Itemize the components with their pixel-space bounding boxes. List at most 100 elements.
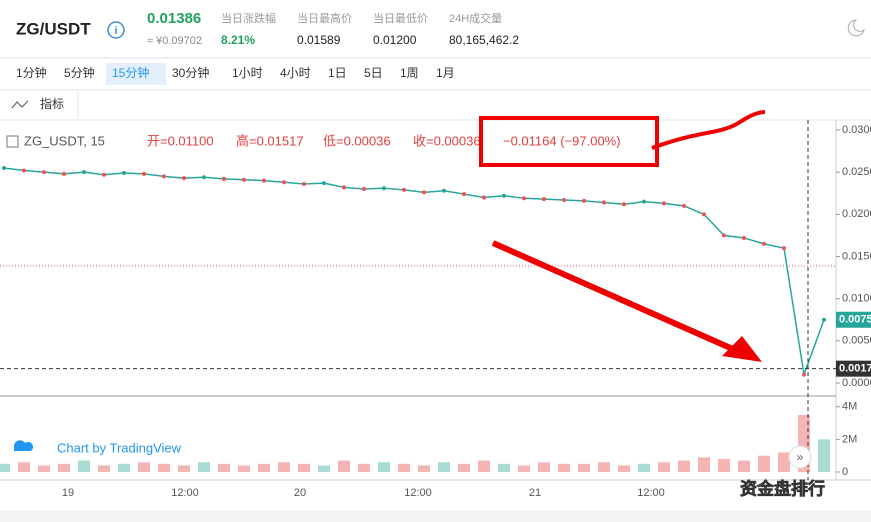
stat-label: 当日涨跌幅 (221, 11, 276, 25)
price-point (42, 170, 46, 175)
volume-bar (638, 463, 650, 472)
info-icon[interactable] (107, 21, 125, 39)
interval-button[interactable]: 1周 (400, 66, 419, 80)
volume-bar (138, 462, 150, 472)
volume-bar (738, 460, 750, 472)
interval-button[interactable]: 15分钟 (112, 65, 149, 80)
price-point (162, 174, 166, 179)
volume-bar (58, 463, 70, 472)
price-point (782, 246, 786, 251)
volume-bar (618, 465, 630, 472)
volume-bar (498, 463, 510, 472)
interval-button[interactable]: 5日 (364, 66, 383, 80)
interval-button[interactable]: 1月 (436, 66, 455, 80)
price-point (642, 199, 646, 204)
interval-button[interactable]: 4小时 (280, 66, 311, 80)
price-point (322, 181, 326, 186)
indicator-button[interactable]: 指标 (40, 96, 64, 111)
volume-bar (158, 463, 170, 472)
price-point (122, 171, 126, 176)
x-tick-label: 12:00 (404, 487, 432, 499)
interval-button[interactable]: 1日 (328, 66, 347, 80)
volume-bar (378, 462, 390, 472)
volume-bar (478, 460, 490, 472)
price-point (502, 193, 506, 198)
volume-bar (218, 463, 230, 472)
theme-toggle[interactable] (847, 19, 865, 37)
price-point (482, 195, 486, 200)
annotation-arrowhead (722, 336, 762, 362)
volume-bar (298, 463, 310, 472)
interval-button[interactable]: 1小时 (232, 66, 263, 80)
price-point (582, 198, 586, 203)
price-point (722, 233, 726, 238)
legend-close: 收=0.00036 (413, 133, 481, 148)
volume-bar (778, 452, 790, 472)
volume-bar (538, 462, 550, 472)
scroll-button[interactable] (788, 445, 812, 469)
price-tag-label: 0.0075 (839, 314, 871, 326)
price-point (362, 187, 366, 192)
volume-bar (698, 457, 710, 472)
stat-value: 80,165,462.2 (449, 33, 519, 47)
price-point (402, 187, 406, 192)
price-tag (836, 360, 871, 377)
price-point (702, 212, 706, 217)
interval-selected (106, 63, 166, 85)
volume-bar (438, 462, 450, 472)
price-line (3, 167, 825, 378)
volume-bar (658, 462, 670, 472)
price-point (182, 176, 186, 181)
branding[interactable]: Chart by TradingView (57, 440, 182, 455)
volume-tick-label: 4M (842, 401, 857, 413)
interval-button[interactable]: 1分钟 (16, 65, 47, 80)
x-tick-label: 19 (62, 487, 74, 499)
price: 0.01386 (147, 10, 201, 27)
scroll-icon: » (797, 450, 804, 464)
volume-bar (678, 460, 690, 472)
x-tick-label: 12:00 (637, 487, 665, 499)
watermark: 资金盘排行 (740, 478, 825, 498)
price-point (242, 177, 246, 182)
price-point (302, 181, 306, 186)
interval-button[interactable]: 5分钟 (64, 65, 95, 80)
price-point (202, 175, 206, 180)
x-tick-label: 20 (294, 487, 306, 499)
volume-bar (278, 462, 290, 472)
price-point (142, 171, 146, 176)
legend-change: −0.01164 (−97.00%) (503, 133, 621, 148)
price-point (622, 202, 626, 207)
interval-button[interactable]: 30分钟 (172, 65, 209, 80)
volume-bar (38, 465, 50, 472)
price-point (662, 201, 666, 206)
volume-bar (518, 465, 530, 472)
volume-bar (598, 462, 610, 472)
collapse-icon[interactable] (6, 135, 19, 148)
price-point (682, 203, 686, 208)
price-point (382, 186, 386, 191)
price-cny: ≈ ¥0.09702 (147, 35, 202, 47)
symbol: ZG/USDT (16, 19, 91, 38)
volume-bar (578, 463, 590, 472)
volume-bar (18, 462, 30, 472)
volume-bar (238, 465, 250, 472)
volume-bar (718, 458, 730, 472)
price-point (542, 197, 546, 202)
price-point (22, 168, 26, 173)
price-point (102, 172, 106, 177)
price-point (602, 200, 606, 205)
legend-high: 高=0.01517 (236, 133, 304, 148)
footer-bg (0, 510, 871, 522)
volume-bar (258, 463, 270, 472)
annotation-arrow (491, 240, 737, 353)
volume-bar (98, 465, 110, 472)
legend-symbol: ZG_USDT, 15 (24, 133, 105, 148)
price-point (82, 170, 86, 175)
volume-bar (758, 455, 770, 472)
price-point (742, 235, 746, 240)
